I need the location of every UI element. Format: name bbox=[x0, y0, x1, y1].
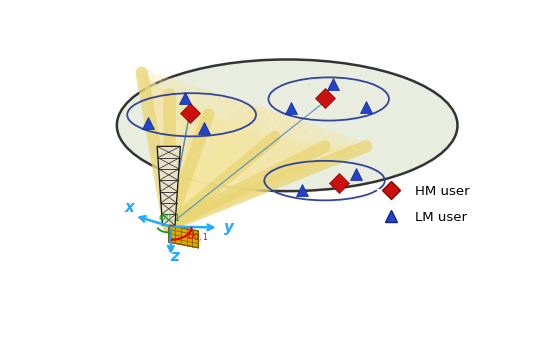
Text: y: y bbox=[224, 220, 234, 235]
Text: z: z bbox=[170, 249, 178, 264]
Text: $\theta_{0,1}$: $\theta_{0,1}$ bbox=[187, 230, 209, 245]
Polygon shape bbox=[142, 73, 366, 225]
Ellipse shape bbox=[117, 60, 458, 191]
Polygon shape bbox=[157, 146, 181, 225]
Text: $\phi_{0,1}$: $\phi_{0,1}$ bbox=[159, 211, 181, 226]
Text: x: x bbox=[124, 200, 134, 215]
Polygon shape bbox=[169, 225, 198, 248]
Legend: HM user, LM user: HM user, LM user bbox=[373, 179, 475, 229]
